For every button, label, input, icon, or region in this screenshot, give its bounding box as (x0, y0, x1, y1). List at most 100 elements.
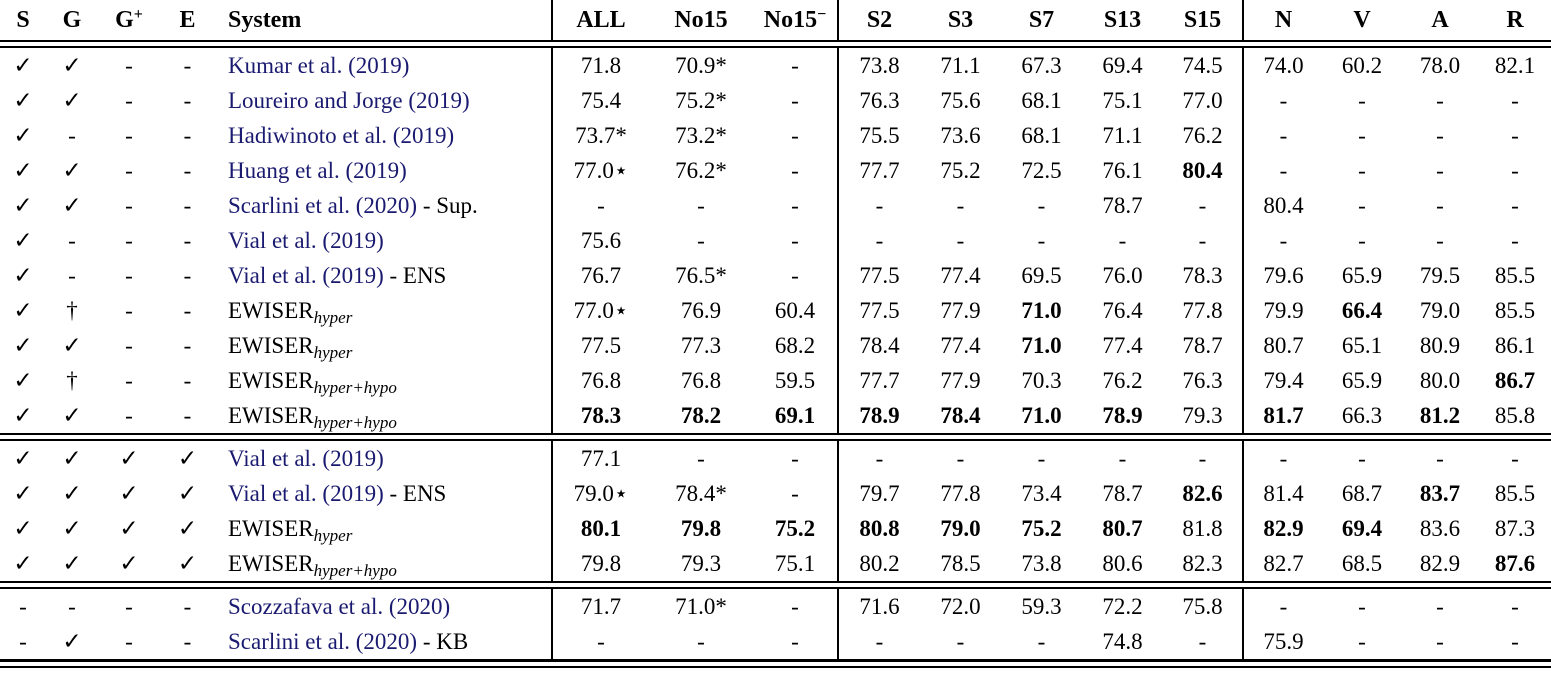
score-cell: - (551, 624, 649, 661)
score-cell: - (837, 440, 920, 476)
block-rule-line (0, 581, 1551, 589)
table-body: ✓ ✓ - - Kumar et al. (2019) 71.8 70.9* - 73.8 71.… (0, 47, 1551, 661)
header-row: S G G+ E System ALL No15 No15− S2 S3 S7 … (0, 0, 1551, 41)
table-row: ✓ - - - Hadiwinoto et al. (2019) 73.7* 73.2* -7… (0, 118, 1551, 153)
score-cell: 77.5 (551, 328, 649, 363)
flag-cell-check: ✓ (62, 53, 82, 78)
score-cell: 79.7 (837, 476, 920, 511)
score-cell: 77.7 (837, 363, 920, 398)
system-variant-label: - ENS (383, 481, 447, 506)
score-cell: 69.1 (774, 403, 816, 428)
citation-link[interactable]: Scarlini et al. (2020) (228, 193, 418, 218)
score-cell: 76.8 (680, 368, 722, 393)
score-cell: - (1511, 629, 1519, 654)
citation-link[interactable]: Huang et al. (2019) (228, 158, 407, 183)
system-name: EWISER (228, 368, 314, 393)
score-cell: 76.3 (1182, 368, 1223, 393)
citation-link[interactable]: Loureiro and Jorge (2019) (228, 88, 470, 113)
score-cell: - (1358, 446, 1366, 471)
score-cell: - (1436, 88, 1444, 113)
score-cell: 76.2 (1182, 123, 1223, 148)
score-cell: - (1511, 228, 1519, 253)
flag-cell-check: ✓ (13, 516, 33, 541)
citation-link[interactable]: Vial et al. (2019) (228, 263, 384, 288)
score-cell: 77.4 (940, 333, 981, 358)
flag-cell-check: ✓ (13, 298, 33, 323)
flag-cell-check: ✓ (62, 158, 82, 183)
citation-link[interactable]: Vial et al. (2019) (228, 228, 384, 253)
score-cell: 79.3 (680, 551, 722, 576)
flag-cell-dash: - (125, 403, 133, 428)
score-cell: 68.2 (774, 333, 816, 358)
score-cell: - (1511, 594, 1519, 619)
score-cell: - (697, 193, 705, 218)
flag-cell-check: ✓ (119, 481, 139, 506)
score-cell: 82.7 (1242, 546, 1323, 582)
score-cell: 77.0⋆ (551, 293, 649, 328)
table-row: ✓ ✓ - - Scarlini et al. (2020) - Sup. - - - - - -7… (0, 188, 1551, 223)
flag-cell-dash: - (183, 88, 192, 113)
system-cell: Scozzafava et al. (2020) (215, 588, 552, 624)
flag-cell-dash: - (183, 123, 192, 148)
score-cell: 66.3 (1341, 403, 1383, 428)
col-header-all: ALL (551, 0, 649, 41)
score-cell: - (837, 624, 920, 661)
score-cell: 78.9 (837, 398, 920, 434)
system-name: EWISER (228, 551, 314, 576)
citation-link[interactable]: Scozzafava et al. (2020) (228, 594, 451, 619)
system-cell: Kumar et al. (2019) (215, 47, 552, 83)
score-cell: - (1198, 193, 1207, 218)
flag-cell-dash: - (125, 53, 133, 78)
system-subscript: hyper (313, 308, 353, 327)
score-cell: 81.4 (1242, 476, 1323, 511)
score-cell: - (1118, 446, 1127, 471)
citation-link[interactable]: Hadiwinoto et al. (2019) (228, 123, 455, 148)
score-cell: 73.4 (1021, 481, 1062, 506)
flag-cell-check: ✓ (13, 263, 33, 288)
citation-link[interactable]: Scarlini et al. (2020) (228, 629, 418, 654)
score-cell: 77.4 (940, 263, 981, 288)
col-header-n: N (1242, 0, 1323, 41)
col-header-system: System (228, 7, 302, 33)
table-row: ✓ ✓ - - Kumar et al. (2019) 71.8 70.9* - 73.8 71.… (0, 47, 1551, 83)
score-cell: 72.2 (1102, 594, 1143, 619)
flag-cell-check: ✓ (177, 446, 198, 471)
flag-cell-check: ✓ (13, 53, 33, 78)
citation-link[interactable]: Vial et al. (2019) (228, 481, 384, 506)
system-cell: EWISERhyper+hypo (215, 363, 552, 398)
citation-link[interactable]: Vial et al. (2019) (228, 446, 384, 471)
score-cell: - (1242, 440, 1323, 476)
score-cell: 75.6 (551, 223, 649, 258)
score-cell: 82.1 (1494, 53, 1536, 78)
score-cell: - (1436, 629, 1444, 654)
score-cell: 78.7 (1102, 481, 1143, 506)
flag-cell-check: ✓ (119, 551, 139, 576)
score-cell: 68.1 (1021, 123, 1062, 148)
table-row: ✓ - - - Vial et al. (2019) 75.6 - - - - - - - - - - - (0, 223, 1551, 258)
table-row: ✓ ✓ ✓ ✓ EWISERhyper+hypo 79.8 79.3 75.1 80.2 78.5… (0, 546, 1551, 582)
table-row: ✓ † - - EWISERhyper+hypo 76.8 76.8 59.5 77.7 77.9… (0, 363, 1551, 398)
system-name: EWISER (228, 298, 314, 323)
score-cell: 75.1 (1102, 88, 1143, 113)
score-cell: 75.5 (837, 118, 920, 153)
block-rule (0, 581, 1551, 589)
flag-cell-dash: - (125, 123, 133, 148)
flag-cell-dash: - (183, 158, 192, 183)
score-cell: - (1511, 193, 1519, 218)
score-cell: 77.0⋆ (551, 153, 649, 188)
score-cell: 79.5 (1419, 263, 1461, 288)
flag-cell-check: ✓ (62, 481, 82, 506)
score-cell: 81.7 (1242, 398, 1323, 434)
score-cell: - (697, 228, 705, 253)
score-cell: 71.1 (940, 53, 981, 78)
flag-cell-dash: - (68, 263, 76, 288)
flag-cell-dash: - (19, 629, 27, 654)
table-row: - - - - Scozzafava et al. (2020) 71.7 71.0* - 71… (0, 588, 1551, 624)
score-cell: 66.4 (1341, 298, 1383, 323)
flag-cell-dash: - (68, 594, 76, 619)
score-cell: 77.8 (1182, 298, 1223, 323)
table-row: ✓ † - - EWISERhyper 77.0⋆ 76.9 60.4 77.5 77.9 71.0… (0, 293, 1551, 328)
score-cell: 59.5 (774, 368, 816, 393)
citation-link[interactable]: Kumar et al. (2019) (228, 53, 410, 78)
flag-cell-check: ✓ (13, 193, 33, 218)
